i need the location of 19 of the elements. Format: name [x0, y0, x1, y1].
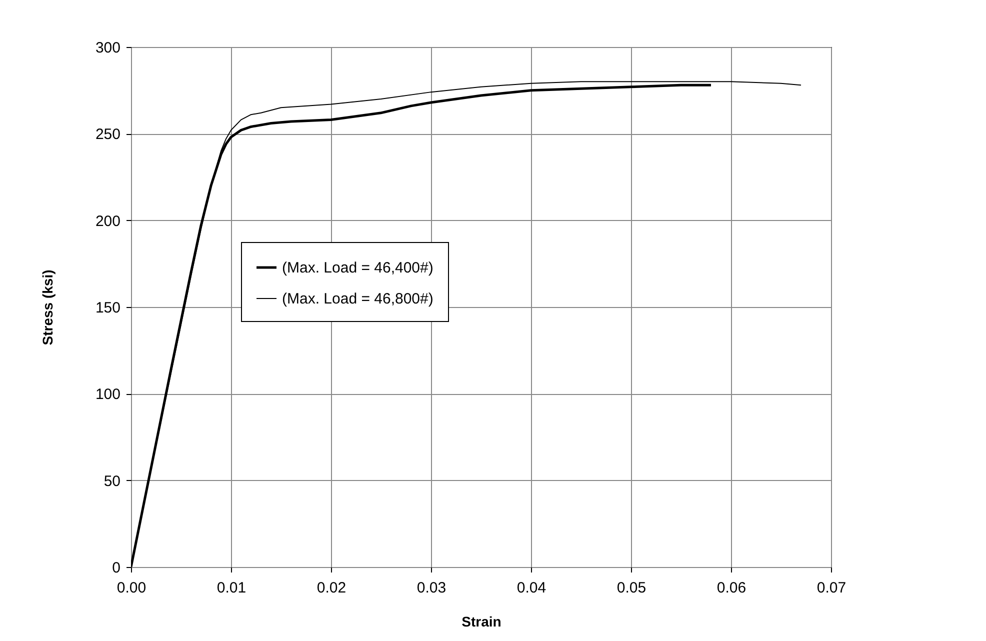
y-tick-label: 200 [95, 212, 120, 230]
x-tick-label: 0.05 [616, 580, 646, 596]
legend-label: (Max. Load = 46,400#) [282, 260, 434, 276]
x-tick-label: 0.07 [816, 580, 846, 596]
y-tick-label: 300 [95, 40, 120, 56]
y-tick-label: 250 [95, 126, 120, 144]
x-tick-label: 0.06 [716, 580, 746, 596]
y-tick-label: 0 [112, 560, 120, 576]
x-tick-label: 0.00 [116, 580, 146, 596]
y-tick-label: 100 [95, 386, 120, 404]
x-axis-title: Strain [462, 614, 502, 630]
x-tick-label: 0.02 [316, 580, 346, 596]
y-axis-title: Stress (ksi) [39, 270, 56, 346]
y-tick-label: 50 [104, 472, 120, 490]
legend-label: (Max. Load = 46,800#) [282, 290, 434, 308]
y-tick-label: 150 [95, 300, 120, 316]
x-tick-label: 0.01 [216, 580, 246, 596]
x-tick-label: 0.03 [416, 580, 446, 596]
x-tick-label: 0.04 [516, 580, 546, 596]
